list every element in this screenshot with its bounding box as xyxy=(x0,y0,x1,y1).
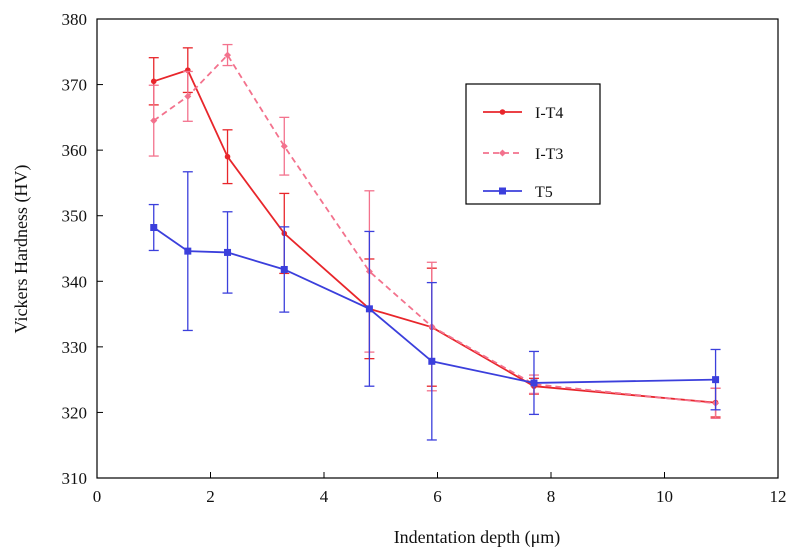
y-tick-label: 350 xyxy=(62,207,88,226)
legend-swatch-marker xyxy=(499,109,506,115)
data-point xyxy=(530,379,538,387)
plot-series xyxy=(148,43,721,441)
x-tick-label: 12 xyxy=(770,487,787,506)
data-point xyxy=(224,248,232,256)
y-tick-label: 340 xyxy=(62,272,88,291)
data-point xyxy=(150,224,158,232)
data-point xyxy=(428,357,436,365)
y-tick-label: 310 xyxy=(62,469,88,488)
x-tick-label: 10 xyxy=(656,487,673,506)
legend-item-i-t3: I-T3 xyxy=(483,146,563,163)
legend-box xyxy=(465,83,601,205)
x-tick-label: 4 xyxy=(320,487,329,506)
data-point xyxy=(224,153,231,160)
legend-label: I-T4 xyxy=(535,105,563,122)
data-point xyxy=(150,117,158,125)
data-point xyxy=(280,265,288,273)
y-tick-label: 380 xyxy=(62,10,88,29)
x-tick-label: 0 xyxy=(93,487,102,506)
x-axis-title: Indentation depth (μm) xyxy=(394,527,561,548)
y-tick-label: 320 xyxy=(62,403,88,422)
legend-item-t5: T5 xyxy=(483,184,553,201)
x-tick-label: 2 xyxy=(206,487,215,506)
legend-swatch-marker xyxy=(499,149,506,157)
y-tick-label: 330 xyxy=(62,338,88,357)
data-point xyxy=(184,92,192,100)
axes: 0 2 4 6 8 10 12 310 320 330 340 350 360 370 380 xyxy=(62,10,787,506)
legend-label: I-T3 xyxy=(535,146,563,163)
x-tick-label: 8 xyxy=(547,487,556,506)
y-tick-label: 370 xyxy=(62,76,88,95)
series-line xyxy=(153,69,716,404)
data-point xyxy=(712,376,720,384)
legend: I-T4 I-T3 T5 xyxy=(465,83,601,205)
series-line xyxy=(153,53,716,405)
legend-item-i-t4: I-T4 xyxy=(483,105,563,122)
x-tick-label: 6 xyxy=(433,487,442,506)
data-point xyxy=(150,78,157,85)
y-tick-label: 360 xyxy=(62,141,88,160)
legend-swatch-marker xyxy=(499,187,506,195)
data-point xyxy=(280,142,288,150)
data-point xyxy=(184,247,192,255)
series-line xyxy=(153,226,716,384)
y-axis-title: Vickers Hardness (HV) xyxy=(11,165,32,334)
legend-label: T5 xyxy=(535,184,553,201)
plot-frame xyxy=(96,18,779,479)
data-point xyxy=(224,51,232,59)
data-point xyxy=(365,305,373,313)
series-t5 xyxy=(148,171,721,441)
